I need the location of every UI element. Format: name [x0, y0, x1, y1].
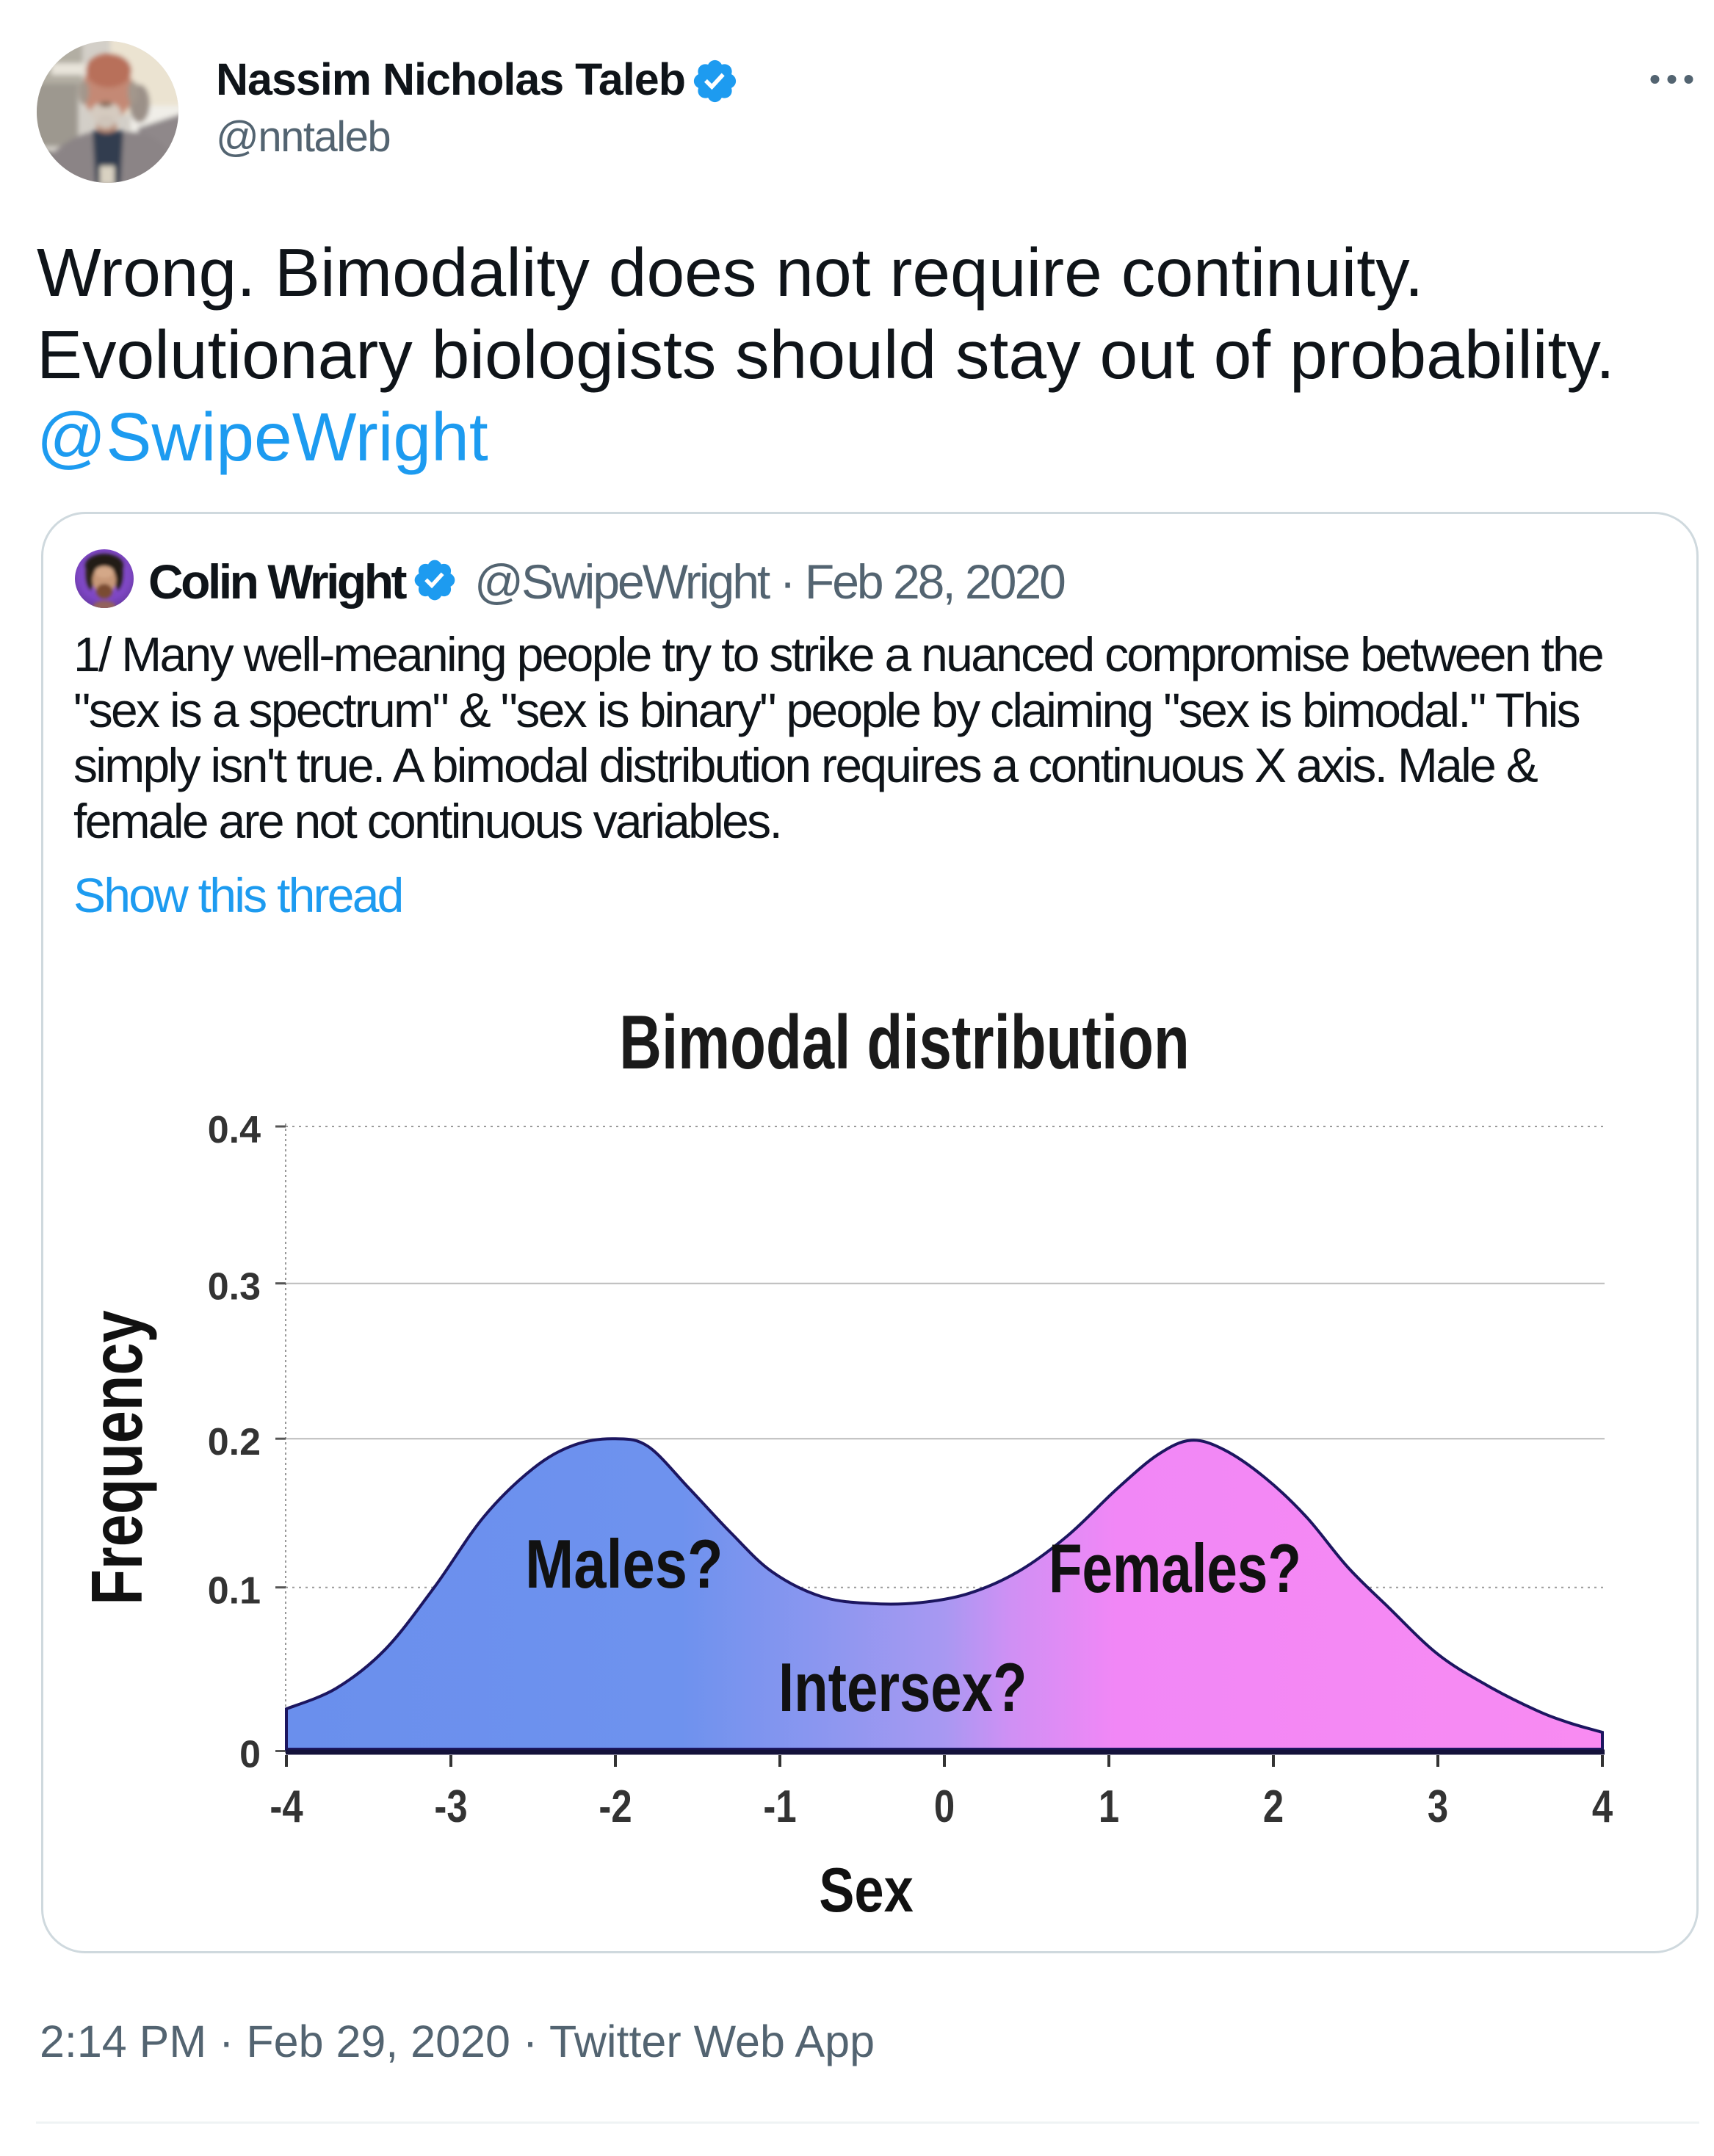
- svg-text:Males?: Males?: [525, 1526, 723, 1603]
- svg-text:1: 1: [1099, 1781, 1119, 1832]
- svg-text:Bimodal distribution: Bimodal distribution: [619, 999, 1189, 1085]
- svg-text:Sex: Sex: [819, 1855, 914, 1925]
- svg-text:Intersex?: Intersex?: [778, 1649, 1027, 1726]
- svg-text:-4: -4: [270, 1781, 303, 1832]
- svg-text:0.3: 0.3: [208, 1266, 261, 1309]
- svg-text:4: 4: [1592, 1781, 1613, 1832]
- svg-text:0.4: 0.4: [208, 1109, 261, 1151]
- svg-text:0: 0: [239, 1734, 261, 1776]
- svg-text:2: 2: [1263, 1781, 1284, 1832]
- svg-text:0.2: 0.2: [208, 1421, 261, 1464]
- svg-text:0: 0: [934, 1781, 955, 1832]
- svg-text:Females?: Females?: [1049, 1530, 1301, 1607]
- svg-text:-1: -1: [763, 1781, 796, 1832]
- svg-text:0.1: 0.1: [208, 1570, 261, 1613]
- svg-text:Frequency: Frequency: [76, 1310, 157, 1605]
- svg-text:-2: -2: [599, 1781, 632, 1832]
- svg-text:-3: -3: [434, 1781, 467, 1832]
- svg-text:3: 3: [1428, 1781, 1448, 1832]
